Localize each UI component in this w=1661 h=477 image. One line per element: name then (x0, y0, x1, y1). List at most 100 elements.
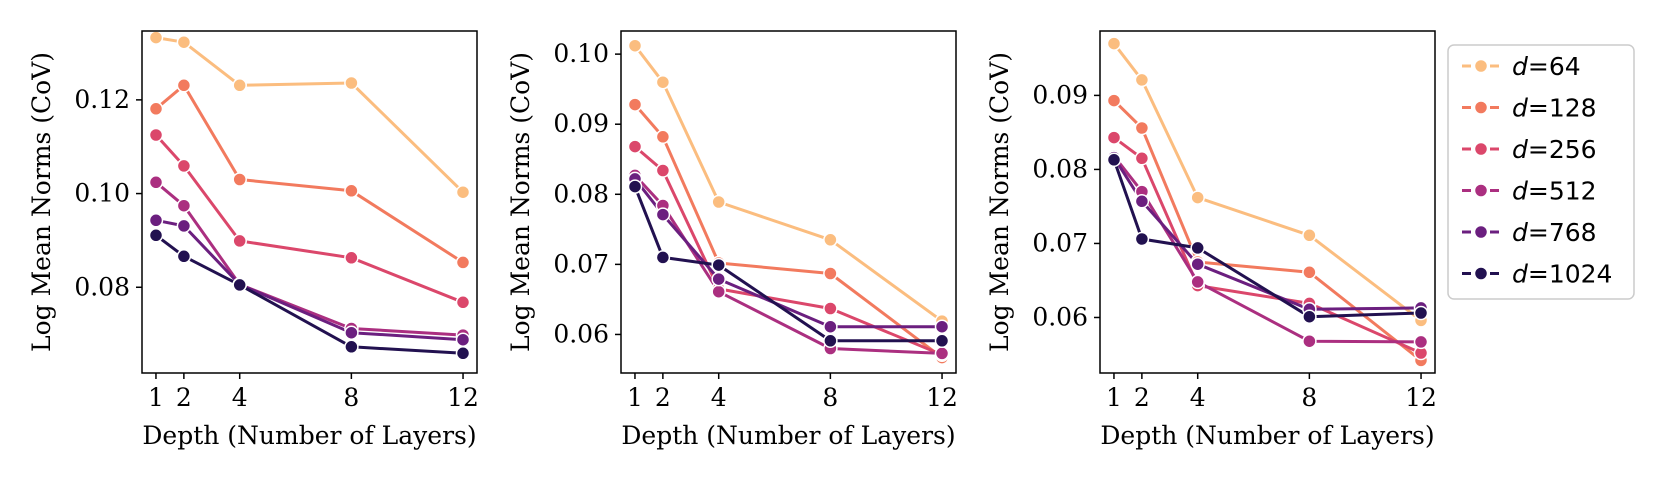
legend-item-d-768: d=768 (1462, 218, 1597, 247)
data-point-d-768-x1 (148, 213, 164, 228)
data-point-d-128-x2 (1134, 120, 1150, 136)
y-axis-label: Log Mean Norms (CoV) (27, 52, 56, 352)
x-tick-label: 2 (1134, 383, 1150, 412)
series-line-d-64 (1112, 42, 1423, 322)
legend-marker-swatch (1473, 183, 1489, 198)
data-point-d-128-x2 (176, 78, 192, 93)
legend-label: d=768 (1512, 218, 1597, 247)
data-point-d-1024-x4 (1190, 240, 1205, 256)
data-point-d-64-x1 (148, 30, 164, 45)
legend-label: d=1024 (1512, 260, 1612, 289)
data-point-d-1024-x4 (232, 277, 247, 293)
x-tick-label: 1 (148, 383, 164, 412)
series-line-d-64 (633, 44, 944, 323)
data-point-d-128-x2 (655, 129, 671, 145)
data-point-d-768-x2 (655, 207, 671, 222)
data-point-d-256-x2 (655, 163, 671, 178)
data-point-d-128-x4 (232, 172, 247, 187)
axes-frame (1099, 30, 1436, 374)
y-tick-label: 0.08 (1032, 154, 1088, 183)
legend-marker-swatch (1473, 141, 1489, 157)
x-tick-label: 12 (1405, 383, 1437, 412)
series-line-d-256 (154, 133, 465, 304)
x-tick-label: 4 (711, 383, 727, 412)
legend-item-d-512: d=512 (1462, 177, 1597, 206)
data-point-d-256-x1 (148, 127, 164, 143)
series-line-d-128 (1112, 99, 1423, 362)
legend-marker-swatch (1473, 100, 1489, 115)
data-point-d-1024-x2 (176, 249, 192, 264)
legend-label: d=128 (1512, 94, 1597, 123)
data-point-d-128-x8 (823, 266, 838, 281)
data-point-d-128-x8 (1302, 265, 1317, 280)
y-axis-label: Log Mean Norms (CoV) (985, 52, 1014, 352)
chart-panel-1: 1 2 4 8 12 0.08 0.10 0.12 Depth (Number of Layer… (27, 30, 479, 450)
y-tick-label: 0.07 (553, 249, 609, 278)
x-tick-label: 4 (1190, 383, 1206, 412)
data-point-d-1024-x2 (1134, 231, 1150, 247)
x-axis-label: Depth (Number of Layers) (621, 421, 955, 450)
data-point-d-768-x12 (934, 319, 950, 334)
legend-item-d-256: d=256 (1462, 135, 1597, 164)
x-tick-label: 8 (343, 383, 359, 412)
data-point-d-768-x4 (711, 271, 726, 287)
legend-marker-swatch (1473, 58, 1489, 74)
data-point-d-64-x8 (1302, 228, 1317, 243)
data-point-d-64-x4 (1190, 190, 1205, 205)
axes-frame (141, 30, 478, 374)
data-point-d-128-x1 (1106, 93, 1122, 108)
data-point-d-768-x12 (455, 332, 471, 347)
legend-item-d-64: d=64 (1462, 52, 1581, 81)
legend-label: d=64 (1512, 52, 1581, 81)
legend: d=64 d=128 d=256 d=512 d=768 d=1024 (1447, 44, 1635, 300)
legend-label: d=256 (1512, 135, 1597, 164)
y-tick-label: 0.10 (74, 179, 130, 208)
data-point-d-512-x2 (176, 198, 192, 213)
data-point-d-1024-x8 (344, 339, 359, 355)
y-tick-label: 0.09 (553, 109, 609, 138)
data-point-d-1024-x8 (823, 333, 838, 349)
series-line-d-512 (154, 180, 465, 337)
data-point-d-1024-x2 (655, 250, 671, 265)
series-line-d-768 (633, 177, 944, 329)
data-point-d-256-x1 (1106, 130, 1122, 145)
data-point-d-256-x12 (455, 295, 471, 310)
data-point-d-768-x2 (1134, 194, 1150, 209)
data-point-d-768-x2 (176, 218, 192, 234)
data-point-d-512-x12 (1413, 334, 1429, 350)
data-point-d-1024-x8 (1302, 309, 1317, 324)
data-point-d-256-x8 (823, 301, 838, 316)
data-point-d-1024-x12 (1413, 305, 1429, 321)
y-tick-label: 0.08 (553, 179, 609, 208)
y-tick-label: 0.12 (74, 85, 130, 114)
data-point-d-512-x8 (1302, 333, 1317, 349)
data-point-d-64-x4 (232, 78, 247, 93)
series-line-d-768 (154, 218, 465, 342)
data-point-d-1024-x12 (455, 346, 471, 361)
x-tick-label: 4 (232, 383, 248, 412)
x-tick-label: 2 (655, 383, 671, 412)
data-point-d-64-x2 (176, 34, 192, 50)
data-point-d-768-x8 (823, 319, 838, 334)
y-axis-label: Log Mean Norms (CoV) (506, 52, 535, 352)
y-tick-label: 0.06 (553, 319, 609, 348)
chart-panel-3: 1 2 4 8 12 0.06 0.07 0.08 0.09 Depth (Number of L… (985, 30, 1437, 450)
x-tick-label: 8 (822, 383, 838, 412)
data-point-d-128-x8 (344, 183, 359, 199)
data-point-d-64-x1 (1106, 36, 1122, 51)
data-point-d-256-x2 (176, 158, 192, 174)
x-axis-label: Depth (Number of Layers) (142, 421, 476, 450)
x-tick-label: 1 (627, 383, 643, 412)
legend-item-d-1024: d=1024 (1462, 260, 1612, 289)
data-point-d-1024-x4 (711, 257, 726, 273)
chart-panel-2: 1 2 4 8 12 0.06 0.07 0.08 0.09 0.10 Depth (Number … (506, 30, 958, 450)
data-point-d-512-x4 (711, 284, 726, 299)
data-point-d-512-x1 (148, 175, 164, 190)
data-point-d-64-x4 (711, 194, 726, 210)
y-tick-label: 0.08 (74, 272, 130, 301)
data-point-d-512-x12 (934, 346, 950, 361)
data-point-d-1024-x1 (1106, 152, 1122, 168)
x-tick-label: 12 (926, 383, 958, 412)
data-point-d-64-x12 (455, 184, 471, 200)
